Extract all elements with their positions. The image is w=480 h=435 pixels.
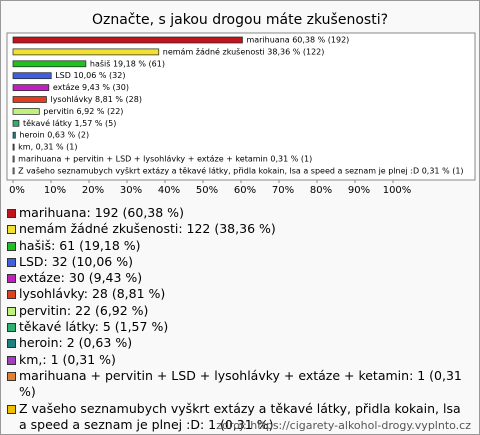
bar <box>12 131 16 139</box>
legend-item: heroin: 2 (0,63 %) <box>6 335 468 351</box>
bar <box>12 72 52 80</box>
legend-item: km,: 1 (0,31 %) <box>6 352 468 368</box>
bar <box>12 155 15 163</box>
legend-label: Z vašeho seznamubych vyškrt extázy a těk… <box>19 400 461 432</box>
legend-swatch <box>7 290 16 300</box>
legend-label: hašiš: 61 (19,18 %) <box>19 237 141 253</box>
x-tick-label: 10% <box>44 185 66 196</box>
legend-item: LSD: 32 (10,06 %) <box>6 254 468 270</box>
chart: Označte, s jakou drogou máte zkušenosti?… <box>6 12 476 196</box>
legend-item: hašiš: 61 (19,18 %) <box>6 238 468 254</box>
legend-label: pervitin: 22 (6,92 %) <box>19 302 149 318</box>
x-tick-label: 20% <box>82 185 104 196</box>
x-tick-label: 0% <box>9 185 25 196</box>
legend-label: nemám žádné zkušenosti: 122 (38,36 %) <box>19 221 276 237</box>
legend-label: lysohlávky: 28 (8,81 %) <box>19 286 166 302</box>
bar <box>12 108 40 115</box>
legend-label: LSD: 32 (10,06 %) <box>19 253 133 269</box>
legend-label: extáze: 30 (9,43 %) <box>19 270 143 286</box>
legend-item: nemám žádné zkušenosti: 122 (38,36 %) <box>6 221 468 237</box>
bar-label: pervitin 6,92 % (22) <box>43 107 123 116</box>
legend-swatch <box>7 404 16 414</box>
legend: marihuana: 192 (60,38 %) nemám žádné zkuš… <box>6 205 468 433</box>
x-tick-label: 70% <box>272 185 294 196</box>
bar-label: heroin 0,63 % (2) <box>19 131 89 140</box>
legend-label: km,: 1 (0,31 %) <box>19 351 116 367</box>
legend-label: těkavé látky: 5 (1,57 %) <box>19 319 169 335</box>
legend-item: Z vašeho seznamubych vyškrt extázy a těk… <box>6 401 468 434</box>
legend-label: heroin: 2 (0,63 %) <box>19 335 133 351</box>
bar-label: nemám žádné zkušenosti 38,36 % (122) <box>163 46 325 56</box>
x-tick-label: 60% <box>234 185 256 196</box>
bar-label: Z vašeho seznamubych vyškrt extázy a těk… <box>18 165 463 175</box>
legend-swatch <box>7 371 16 381</box>
bar <box>12 60 87 68</box>
legend-item: těkavé látky: 5 (1,57 %) <box>6 319 468 335</box>
x-tick-label: 100% <box>383 185 412 196</box>
source: zdroj: https://cigarety-alkohol-drogy.vy… <box>216 419 471 432</box>
chart-title: Označte, s jakou drogou máte zkušenosti? <box>92 12 388 28</box>
legend-item: marihuana: 192 (60,38 %) <box>6 205 468 221</box>
bar <box>12 167 15 175</box>
legend-item: lysohlávky: 28 (8,81 %) <box>6 286 468 302</box>
bar-label: km, 0,31 % (1) <box>18 143 77 152</box>
legend-item: marihuana + pervitin + LSD + lysohlávky … <box>6 368 468 401</box>
bar <box>12 143 15 151</box>
x-tick-label: 40% <box>158 185 180 196</box>
bar-label: marihuana + pervitin + LSD + lysohlávky … <box>18 155 312 164</box>
legend-swatch <box>7 306 16 316</box>
bar-label: marihuana 60,38 % (192) <box>246 36 349 45</box>
bar-label: těkavé látky 1,57 % (5) <box>23 118 116 128</box>
legend-swatch <box>7 225 16 235</box>
legend-swatch <box>7 355 16 365</box>
bar <box>12 119 20 127</box>
x-tick-label: 50% <box>196 185 218 196</box>
bar <box>12 36 243 44</box>
legend-label: marihuana: 192 (60,38 %) <box>19 205 184 220</box>
legend-swatch <box>7 241 16 251</box>
legend-item: pervitin: 22 (6,92 %) <box>6 303 468 319</box>
bar-label: LSD 10,06 % (32) <box>55 71 125 80</box>
legend-swatch <box>7 209 16 218</box>
plot-area <box>6 32 476 181</box>
bar <box>12 84 50 91</box>
legend-swatch <box>7 323 16 333</box>
bar-label: extáze 9,43 % (30) <box>53 83 129 92</box>
legend-label: marihuana + pervitin + LSD + lysohlávky … <box>19 367 462 400</box>
x-tick-label: 80% <box>310 185 332 196</box>
bar <box>12 96 47 103</box>
bar-label: hašiš 19,18 % (61) <box>90 58 165 68</box>
x-tick-label: 30% <box>120 185 142 196</box>
legend-swatch <box>7 274 16 284</box>
legend-item: extáze: 30 (9,43 %) <box>6 270 468 286</box>
legend-swatch <box>7 339 16 349</box>
bar <box>12 48 160 56</box>
x-tick-label: 90% <box>348 185 370 196</box>
legend-swatch <box>7 257 16 267</box>
bar-label: lysohlávky 8,81 % (28) <box>50 95 142 104</box>
